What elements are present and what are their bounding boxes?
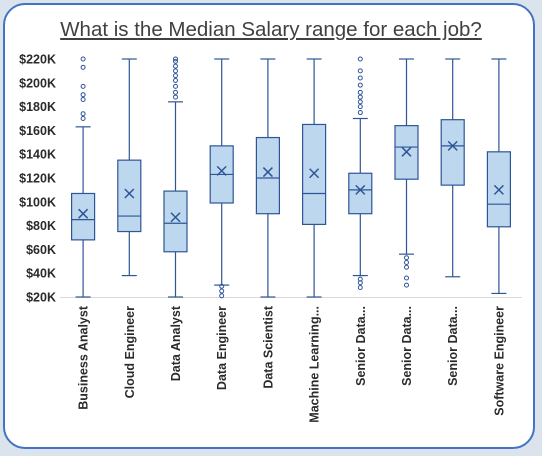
chart-title: What is the Median Salary range for each… xyxy=(60,18,482,41)
box-group xyxy=(302,58,327,298)
x-tick-label: Data Analyst xyxy=(169,305,183,381)
box-plot-series xyxy=(70,56,511,299)
x-tick-label: Senior Data... xyxy=(354,306,368,386)
box-group xyxy=(394,58,419,288)
y-tick-label: $40K xyxy=(26,267,56,281)
box-group xyxy=(486,58,511,295)
box-group xyxy=(255,58,280,298)
box-group xyxy=(163,56,188,298)
outlier-point xyxy=(173,68,178,74)
y-tick-label: $80K xyxy=(26,219,56,233)
outlier-point xyxy=(80,116,86,121)
y-tick-label: $120K xyxy=(19,172,56,186)
outlier-point xyxy=(357,75,363,81)
outlier-point xyxy=(80,83,86,89)
iqr-box xyxy=(70,192,96,241)
outlier-point xyxy=(80,56,86,62)
iqr-box xyxy=(163,190,188,253)
x-tick-label: Business Analyst xyxy=(77,305,91,410)
outlier-point xyxy=(404,282,409,288)
outlier-point xyxy=(357,56,363,62)
outlier-point xyxy=(404,255,409,261)
y-tick-label: $20K xyxy=(26,291,56,305)
outlier-point xyxy=(173,89,178,95)
box-group xyxy=(209,58,234,299)
x-tick-label: Machine Learning... xyxy=(308,306,322,423)
mean-marker xyxy=(170,212,181,223)
iqr-box xyxy=(302,123,327,226)
y-tick-label: $220K xyxy=(19,53,56,67)
outlier-point xyxy=(80,96,86,102)
outlier-point xyxy=(219,283,225,289)
outlier-point xyxy=(219,293,225,299)
outlier-point xyxy=(404,259,409,265)
outlier-point xyxy=(219,288,225,294)
outlier-point xyxy=(173,77,178,83)
mean-marker xyxy=(401,146,412,157)
x-axis-tick-labels: Business Analyst Cloud Engineer Data Analy… xyxy=(77,305,507,423)
mean-marker xyxy=(447,140,458,151)
iqr-box xyxy=(348,172,373,215)
outlier-point xyxy=(357,110,363,116)
box-group xyxy=(70,56,96,298)
outlier-point xyxy=(80,111,86,117)
outlier-point xyxy=(357,104,363,110)
y-tick-label: $100K xyxy=(19,195,56,209)
outlier-point xyxy=(173,63,178,69)
outlier-point xyxy=(173,58,178,64)
mean-marker xyxy=(216,165,227,176)
outlier-point xyxy=(357,89,363,95)
outlier-point xyxy=(80,92,86,98)
outlier-point xyxy=(80,64,86,70)
x-tick-label: Cloud Engineer xyxy=(123,306,137,399)
mean-marker xyxy=(355,184,366,195)
outlier-point xyxy=(357,284,363,290)
outlier-point xyxy=(173,56,178,62)
outlier-point xyxy=(173,73,178,79)
iqr-box xyxy=(117,159,142,233)
mean-marker xyxy=(78,208,89,219)
box-group xyxy=(348,56,373,290)
y-axis-tick-labels: $20K $40K $60K $80K $100K $120K $140K $160K $180… xyxy=(19,53,56,305)
box-group xyxy=(440,58,465,278)
outlier-point xyxy=(173,83,178,89)
outlier-point xyxy=(173,94,178,100)
outlier-point xyxy=(357,68,363,74)
outlier-point xyxy=(357,94,363,100)
iqr-box xyxy=(255,136,280,215)
x-tick-label: Data Scientist xyxy=(261,305,275,389)
mean-marker xyxy=(493,184,504,195)
x-tick-label: Data Engineer xyxy=(215,306,229,390)
y-tick-label: $180K xyxy=(19,100,56,114)
y-tick-label: $60K xyxy=(26,243,56,257)
x-tick-label: Senior Data... xyxy=(400,306,414,386)
y-tick-label: $140K xyxy=(19,148,56,162)
outlier-point xyxy=(357,280,363,286)
outlier-point xyxy=(357,82,363,88)
x-tick-label: Senior Data... xyxy=(446,306,460,386)
y-tick-label: $200K xyxy=(19,76,56,90)
mean-marker xyxy=(124,188,135,199)
outlier-point xyxy=(404,275,409,281)
mean-marker xyxy=(262,167,273,178)
box-group xyxy=(117,58,142,277)
x-tick-label: Software Engineer xyxy=(492,306,506,416)
outlier-point xyxy=(357,99,363,105)
iqr-box xyxy=(440,119,465,186)
outlier-point xyxy=(404,264,409,270)
y-tick-label: $160K xyxy=(19,124,56,138)
mean-marker xyxy=(309,168,320,179)
